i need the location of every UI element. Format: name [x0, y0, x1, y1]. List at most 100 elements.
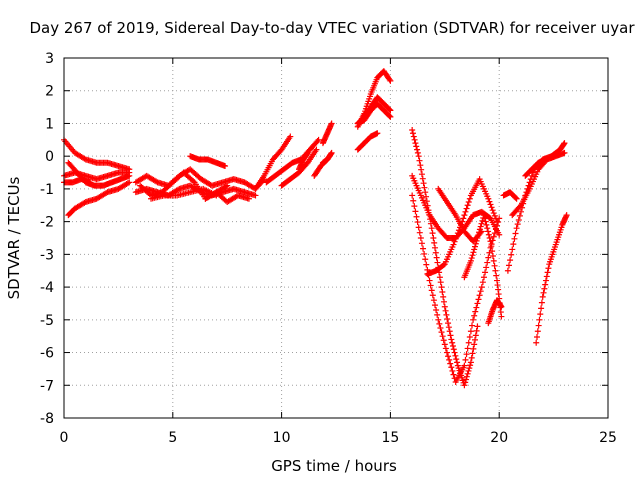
data-point: [445, 324, 452, 331]
data-point: [440, 262, 447, 268]
data-point: [472, 308, 479, 315]
y-tick-label: -2: [40, 215, 54, 231]
data-point: [561, 140, 568, 147]
data-point: [461, 382, 468, 389]
data-point: [470, 345, 477, 352]
data-point: [488, 204, 495, 211]
series-track-8: [137, 169, 231, 202]
data-point: [428, 225, 435, 232]
x-axis-label: GPS time / hours: [271, 457, 397, 475]
data-point: [450, 371, 457, 378]
series-track-15: [296, 149, 311, 173]
data-point: [410, 197, 417, 204]
data-point: [463, 376, 470, 383]
data-point: [535, 322, 542, 329]
y-tick-label: -8: [40, 411, 54, 427]
data-point: [463, 351, 470, 358]
data-point: [287, 133, 294, 140]
data-point: [476, 226, 483, 233]
series-track-31: [509, 149, 568, 219]
series-track-12: [252, 133, 294, 192]
data-point: [445, 320, 452, 327]
data-point: [544, 269, 551, 276]
data-point: [468, 255, 475, 262]
data-point: [487, 201, 494, 208]
data-point: [533, 339, 540, 346]
data-point: [460, 215, 467, 222]
data-point: [126, 172, 133, 179]
data-point: [412, 140, 419, 147]
chart-title: Day 267 of 2019, Sidereal Day-to-day VTE…: [29, 19, 635, 37]
data-point: [512, 230, 519, 237]
data-point: [561, 149, 568, 156]
data-point: [432, 249, 439, 256]
data-point: [441, 303, 448, 310]
data-point: [153, 178, 160, 185]
series-track-21: [354, 100, 394, 127]
data-point: [489, 207, 496, 214]
data-point: [411, 203, 418, 210]
data-point: [462, 356, 469, 363]
data-point: [432, 244, 439, 251]
data-point: [443, 349, 450, 356]
data-point: [485, 228, 492, 235]
plot-frame: [63, 57, 609, 419]
data-point: [417, 162, 424, 169]
series-track-4: [65, 179, 133, 219]
data-point: [81, 155, 88, 162]
data-point: [429, 292, 436, 299]
data-point: [467, 359, 474, 366]
x-tick-label: 0: [60, 430, 69, 446]
y-tick-label: 1: [45, 116, 54, 132]
data-point: [409, 192, 416, 199]
data-point: [496, 231, 503, 238]
data-point: [483, 264, 490, 271]
x-tick-label: 15: [381, 430, 399, 446]
series-track-10: [187, 153, 229, 169]
data-point: [304, 149, 311, 156]
series-track-9: [148, 185, 220, 202]
data-point: [543, 273, 550, 280]
data-point: [440, 337, 447, 344]
data-point: [476, 229, 483, 236]
data-point: [498, 313, 505, 320]
data-point: [478, 220, 485, 227]
data-point: [539, 293, 546, 300]
y-axis-label: SDTVAR / TECUs: [5, 176, 23, 299]
y-tick-label: -3: [40, 247, 54, 263]
data-point: [415, 153, 422, 160]
data-series: [61, 68, 570, 389]
data-point: [427, 282, 434, 289]
data-point: [473, 237, 480, 244]
data-point: [430, 235, 437, 241]
data-point: [494, 218, 501, 225]
data-point: [484, 259, 491, 266]
data-point: [416, 229, 423, 236]
data-point: [174, 186, 181, 193]
data-point: [481, 215, 488, 222]
data-point: [462, 379, 469, 386]
data-point: [452, 352, 459, 359]
data-point: [489, 248, 496, 255]
data-point: [414, 146, 421, 153]
data-point: [446, 356, 453, 363]
data-point: [484, 225, 491, 232]
data-point: [528, 172, 535, 179]
data-point: [480, 274, 487, 281]
data-point: [464, 202, 471, 209]
data-point: [449, 343, 456, 349]
data-point: [478, 284, 485, 291]
data-point: [493, 272, 500, 279]
data-point: [252, 192, 259, 199]
data-point: [534, 334, 541, 340]
data-point: [537, 311, 544, 318]
data-point: [508, 251, 515, 258]
data-point: [470, 249, 477, 256]
data-point: [538, 305, 545, 312]
data-point: [451, 238, 458, 245]
data-point: [485, 231, 492, 238]
data-point: [511, 235, 518, 242]
data-point: [488, 243, 495, 250]
data-point: [328, 149, 335, 156]
